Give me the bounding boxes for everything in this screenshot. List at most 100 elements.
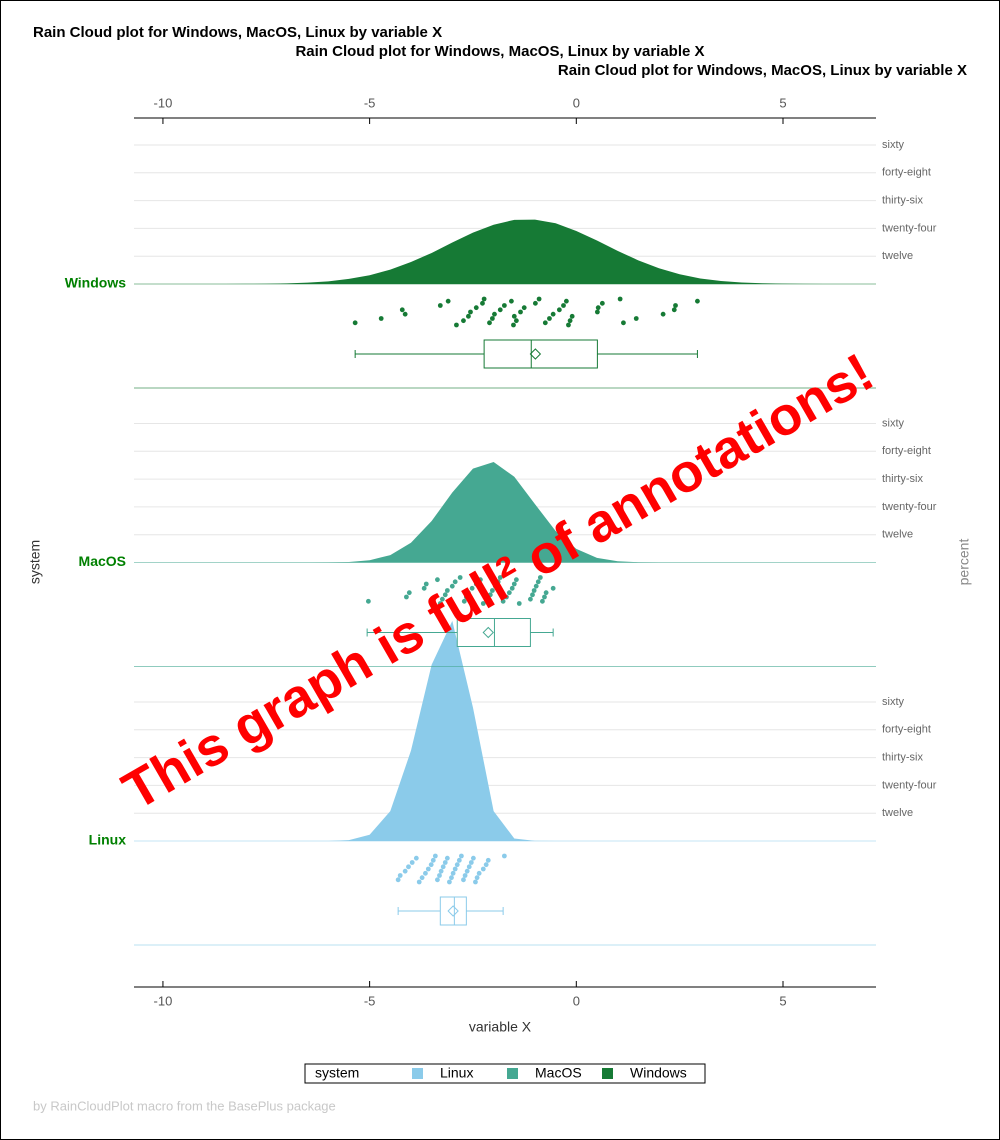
rain-point bbox=[452, 579, 458, 585]
footnote: by RainCloudPlot macro from the BasePlus… bbox=[33, 1098, 336, 1113]
rain-point bbox=[421, 585, 427, 591]
rain-point bbox=[423, 581, 429, 587]
rain-point bbox=[480, 601, 486, 606]
rain-point bbox=[432, 853, 438, 859]
rain-point bbox=[594, 309, 600, 315]
mean-marker bbox=[447, 905, 459, 917]
rain-point bbox=[537, 575, 543, 580]
rain-point bbox=[531, 588, 537, 593]
rain-point bbox=[435, 577, 440, 583]
rain-point bbox=[437, 303, 443, 308]
rain-point bbox=[463, 594, 469, 600]
y2-tick-label: twenty-four bbox=[882, 779, 937, 791]
rain-point bbox=[404, 594, 409, 600]
plot-area: -10 -10 -5 -5 0 0 5 5 twelve twenty-four thirty-si… bbox=[65, 95, 937, 1008]
y2-tick-label: twelve bbox=[882, 807, 913, 819]
rain-point bbox=[543, 590, 549, 596]
rain-point bbox=[504, 594, 509, 600]
rain-point bbox=[497, 307, 503, 313]
rain-point bbox=[547, 316, 552, 321]
rain-point bbox=[395, 877, 401, 883]
rain-point bbox=[480, 866, 486, 872]
rain-point bbox=[454, 862, 460, 868]
rain-point bbox=[599, 300, 605, 306]
x-tick-label: 0 bbox=[573, 993, 580, 1008]
y2-tick-label: twelve bbox=[882, 250, 913, 262]
y2-tick-label: forty-eight bbox=[882, 445, 931, 457]
chart-title: Rain Cloud plot for Windows, MacOS, Linu… bbox=[33, 24, 442, 41]
rain-point bbox=[480, 300, 485, 306]
rain-point bbox=[513, 318, 519, 324]
rain-point bbox=[473, 879, 478, 885]
rain-point bbox=[474, 875, 480, 881]
rain-point bbox=[550, 311, 556, 317]
y2-tick-label: twenty-four bbox=[882, 501, 937, 513]
rain-point bbox=[457, 575, 463, 580]
rain-point bbox=[516, 601, 522, 606]
y2-tick-label: thirty-six bbox=[882, 473, 923, 485]
y2-tick-label: thirty-six bbox=[882, 195, 923, 207]
rain-point bbox=[487, 320, 492, 326]
rain-point bbox=[425, 866, 431, 872]
y2-tick-label: twelve bbox=[882, 529, 913, 541]
rain-point bbox=[468, 860, 474, 865]
rain-point bbox=[509, 585, 515, 591]
box bbox=[439, 896, 467, 926]
rain-point bbox=[462, 873, 468, 878]
rain-point bbox=[483, 862, 489, 868]
rain-point bbox=[533, 583, 539, 589]
legend-label: Linux bbox=[440, 1065, 473, 1081]
rain-point bbox=[481, 296, 487, 302]
rain-point bbox=[397, 873, 403, 878]
rain-point bbox=[437, 601, 443, 606]
rain-point bbox=[469, 585, 475, 591]
rain-point bbox=[402, 311, 408, 317]
rain-point bbox=[563, 298, 569, 304]
density-area bbox=[204, 219, 866, 284]
legend-swatch bbox=[602, 1068, 613, 1079]
rain-point bbox=[511, 581, 517, 587]
legend-label: MacOS bbox=[535, 1065, 582, 1081]
rain-point bbox=[550, 585, 556, 591]
rain-point bbox=[617, 296, 623, 302]
y2-tick-label: sixty bbox=[882, 417, 905, 429]
rain-point bbox=[483, 596, 489, 602]
category-label: MacOS bbox=[79, 553, 126, 569]
rain-point bbox=[461, 877, 466, 883]
rain-point bbox=[458, 853, 464, 859]
x-tick-label: -5 bbox=[364, 95, 376, 110]
rain-point bbox=[402, 868, 408, 874]
rain-point bbox=[428, 862, 434, 868]
rain-point bbox=[473, 581, 479, 587]
rain-point bbox=[506, 590, 512, 596]
rain-point bbox=[540, 598, 545, 604]
rain-point bbox=[399, 307, 405, 313]
y-axis-label: system bbox=[27, 540, 43, 584]
rain-point bbox=[444, 588, 450, 593]
rain-point bbox=[495, 579, 501, 585]
rain-point bbox=[439, 596, 445, 602]
rain-point bbox=[442, 860, 448, 865]
rain-point bbox=[567, 318, 573, 324]
rain-point bbox=[435, 877, 440, 883]
chart-title: Rain Cloud plot for Windows, MacOS, Linu… bbox=[295, 43, 704, 60]
rain-point bbox=[444, 855, 450, 861]
rain-point bbox=[449, 583, 455, 589]
rain-point bbox=[409, 860, 415, 865]
rain-point bbox=[450, 870, 456, 876]
y2-tick-label: twenty-four bbox=[882, 222, 937, 234]
rain-point bbox=[466, 864, 472, 870]
rain-point bbox=[509, 298, 514, 304]
density-area bbox=[204, 461, 866, 563]
rain-point bbox=[671, 307, 677, 313]
rain-point bbox=[413, 855, 419, 861]
rain-point bbox=[532, 300, 538, 306]
rain-point bbox=[492, 583, 498, 589]
rain-point bbox=[673, 303, 678, 308]
legend-label: Windows bbox=[630, 1065, 687, 1081]
rain-point bbox=[352, 320, 358, 326]
rain-point bbox=[695, 298, 700, 304]
rain-point bbox=[419, 875, 425, 881]
